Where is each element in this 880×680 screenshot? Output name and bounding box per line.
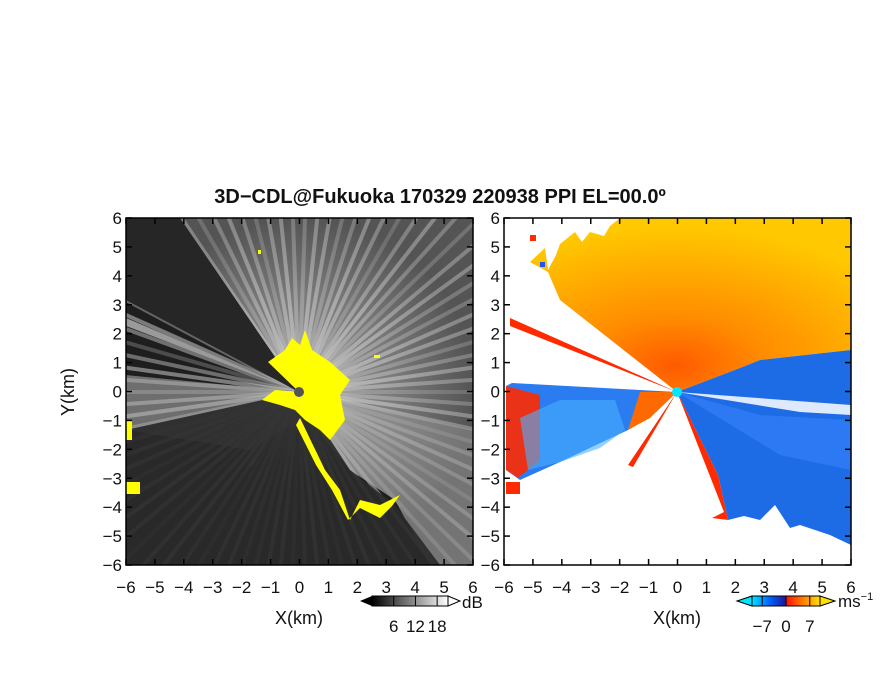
snr-x-tick-label: −1 — [261, 578, 280, 597]
snr-x-tick-label: −3 — [203, 578, 222, 597]
snr-y-tick-label: −6 — [103, 556, 122, 575]
snr-x-tick-label: −5 — [145, 578, 164, 597]
colorbar-tick-label: 0 — [781, 617, 790, 636]
velocity-x-tick-label: 1 — [702, 578, 711, 597]
velocity-y-tick-label: 4 — [491, 267, 500, 286]
snr-y-tick-label: −1 — [103, 411, 122, 430]
chart-title: 3D−CDL@Fukuoka 170329 220938 PPI EL=00.0… — [214, 186, 666, 208]
snr-y-tick-label: 2 — [113, 325, 122, 344]
velocity-y-tick-label: −2 — [481, 440, 500, 459]
x-axis-label-right: X(km) — [653, 608, 701, 628]
velocity-center-marker — [672, 387, 682, 397]
velocity-x-tick-label: 3 — [760, 578, 769, 597]
snr-x-tick-label: −2 — [232, 578, 251, 597]
snr-y-tick-label: −3 — [103, 469, 122, 488]
snr-x-tick-label: −6 — [116, 578, 135, 597]
velocity-x-tick-label: 2 — [731, 578, 740, 597]
snr-x-tick-label: 5 — [439, 578, 448, 597]
snr-y-tick-label: 0 — [113, 383, 122, 402]
velocity-x-tick-label: 0 — [673, 578, 682, 597]
velocity-x-tick-label: −3 — [581, 578, 600, 597]
velocity-x-tick-label: −4 — [552, 578, 571, 597]
velocity-x-tick-label: 4 — [788, 578, 797, 597]
velocity-y-tick-label: 2 — [491, 325, 500, 344]
snr-colorbar: 6 12 18 dB — [360, 593, 483, 636]
colorbar-tick-label: 18 — [428, 617, 447, 636]
snr-x-tick-label: −4 — [174, 578, 193, 597]
colorbar-tick-label: 6 — [389, 617, 398, 636]
snr-x-tick-label: 0 — [295, 578, 304, 597]
velocity-y-tick-label: −6 — [481, 556, 500, 575]
velocity-y-tick-label: −3 — [481, 469, 500, 488]
snr-image — [126, 218, 473, 565]
velocity-y-tick-label: −4 — [481, 498, 500, 517]
snr-colorbar-unit: dB — [462, 593, 483, 612]
snr-y-tick-label: 6 — [113, 209, 122, 228]
snr-y-tick-label: −4 — [103, 498, 122, 517]
snr-center-marker — [294, 387, 304, 397]
colorbar-tick-label: −7 — [753, 617, 772, 636]
velocity-x-tick-label: 6 — [846, 578, 855, 597]
colorbar-tick-label: 12 — [406, 617, 425, 636]
velocity-image — [504, 218, 851, 565]
snr-y-tick-label: 3 — [113, 296, 122, 315]
colorbar-tick-label: 7 — [805, 617, 814, 636]
velocity-x-tick-label: −5 — [523, 578, 542, 597]
velocity-y-tick-label: 5 — [491, 238, 500, 257]
velocity-y-tick-label: −5 — [481, 527, 500, 546]
snr-y-tick-label: −2 — [103, 440, 122, 459]
velocity-y-tick-label: 1 — [491, 354, 500, 373]
y-axis-label: Y(km) — [58, 368, 78, 416]
snr-x-tick-label: 1 — [324, 578, 333, 597]
velocity-y-tick-label: 0 — [491, 383, 500, 402]
snr-x-tick-label: 3 — [382, 578, 391, 597]
snr-y-tick-label: 5 — [113, 238, 122, 257]
snr-y-tick-label: 4 — [113, 267, 122, 286]
velocity-x-tick-label: −6 — [494, 578, 513, 597]
snr-x-tick-label: 4 — [410, 578, 419, 597]
velocity-y-tick-label: 3 — [491, 296, 500, 315]
velocity-y-tick-label: −1 — [481, 411, 500, 430]
velocity-colorbar: −7 0 7 ms−1 — [735, 591, 873, 636]
velocity-x-tick-label: 5 — [817, 578, 826, 597]
snr-y-tick-label: −5 — [103, 527, 122, 546]
snr-yellow-region — [126, 250, 400, 520]
snr-x-tick-label: 2 — [353, 578, 362, 597]
velocity-colorbar-unit: ms−1 — [838, 591, 873, 611]
velocity-x-tick-label: −2 — [610, 578, 629, 597]
snr-x-tick-label: 6 — [468, 578, 477, 597]
velocity-positive-region — [530, 218, 851, 392]
x-axis-label: X(km) — [275, 608, 323, 628]
velocity-y-tick-label: 6 — [491, 209, 500, 228]
velocity-x-tick-label: −1 — [639, 578, 658, 597]
snr-y-tick-label: 1 — [113, 354, 122, 373]
